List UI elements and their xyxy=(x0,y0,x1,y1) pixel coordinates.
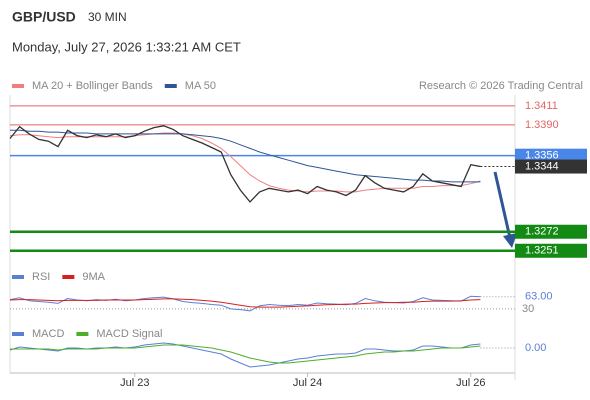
datetime: Monday, July 27, 2026 1:33:21 AM CET xyxy=(12,39,241,54)
support-label: 1.3272 xyxy=(525,226,559,238)
price-line xyxy=(9,125,481,203)
last-price-label: 1.3344 xyxy=(525,160,559,172)
last-value-box xyxy=(517,290,557,303)
x-tick-label: Jul 24 xyxy=(293,377,322,389)
legend-label: MACD Signal xyxy=(96,328,162,340)
forecast-arrowhead xyxy=(503,233,517,248)
last-price-box xyxy=(515,159,587,174)
timeframe: 30 MIN xyxy=(88,10,127,24)
legend-swatch xyxy=(12,275,24,279)
legend-label: 9MA xyxy=(82,271,105,283)
series-line xyxy=(9,132,481,193)
series-line xyxy=(9,298,481,308)
forecast-arrow xyxy=(493,171,512,239)
resistance-label: 1.3390 xyxy=(525,119,559,131)
pivot-label-box xyxy=(515,148,587,163)
legend-label: RSI xyxy=(32,271,50,283)
pivot-label: 1.3356 xyxy=(525,150,559,162)
series-line xyxy=(10,129,481,183)
legend-label: MACD xyxy=(32,328,64,340)
legend-swatch xyxy=(12,84,24,88)
last-value-box xyxy=(517,342,557,354)
series-line xyxy=(9,342,481,368)
last-value-label: 0.00 xyxy=(525,342,546,354)
legend-swatch xyxy=(164,84,177,88)
x-tick-label: Jul 26 xyxy=(456,377,485,389)
support-label-box xyxy=(515,224,587,239)
x-tick-label: Jul 23 xyxy=(120,377,149,389)
support-label-box xyxy=(515,243,587,258)
symbol: GBP/USD xyxy=(12,9,76,25)
legend-swatch xyxy=(76,332,89,336)
credit: Research © 2026 Trading Central xyxy=(419,80,583,92)
last-value-label: 63.00 xyxy=(525,291,553,303)
y-tick-label: 30 xyxy=(522,303,534,315)
legend-swatch xyxy=(12,332,24,336)
legend-swatch xyxy=(62,275,75,279)
legend-label: MA 20 + Bollinger Bands xyxy=(32,80,153,92)
legend-label: MA 50 xyxy=(185,80,216,92)
support-label: 1.3251 xyxy=(525,245,559,257)
series-line xyxy=(10,344,481,364)
resistance-label: 1.3411 xyxy=(525,100,558,112)
